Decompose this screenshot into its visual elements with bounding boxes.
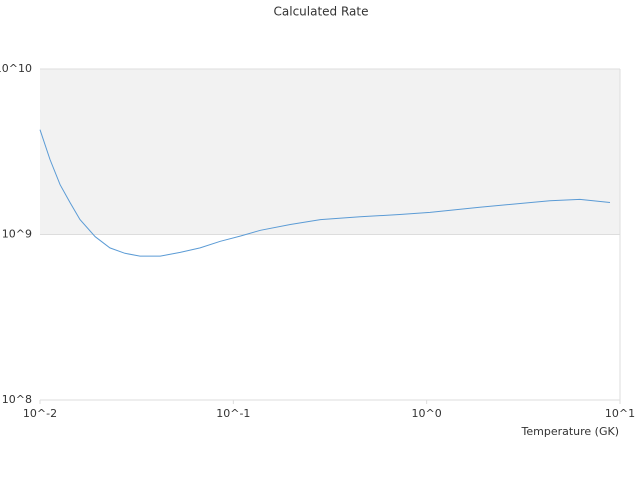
x-tick-label: 10^-1 — [216, 407, 250, 420]
chart-title: Calculated Rate — [274, 5, 369, 19]
y-tick-label: 10^10 — [0, 62, 32, 75]
y-tick-label: 10^9 — [2, 228, 32, 241]
x-tick-label: 10^-2 — [23, 407, 57, 420]
x-axis-label: Temperature (GK) — [521, 425, 620, 438]
y-tick-label: 10^8 — [2, 393, 32, 406]
data-line — [39, 129, 611, 257]
x-tick-label: 10^0 — [412, 407, 442, 420]
plot-band — [40, 69, 620, 235]
x-tick-label: 10^1 — [605, 407, 635, 420]
